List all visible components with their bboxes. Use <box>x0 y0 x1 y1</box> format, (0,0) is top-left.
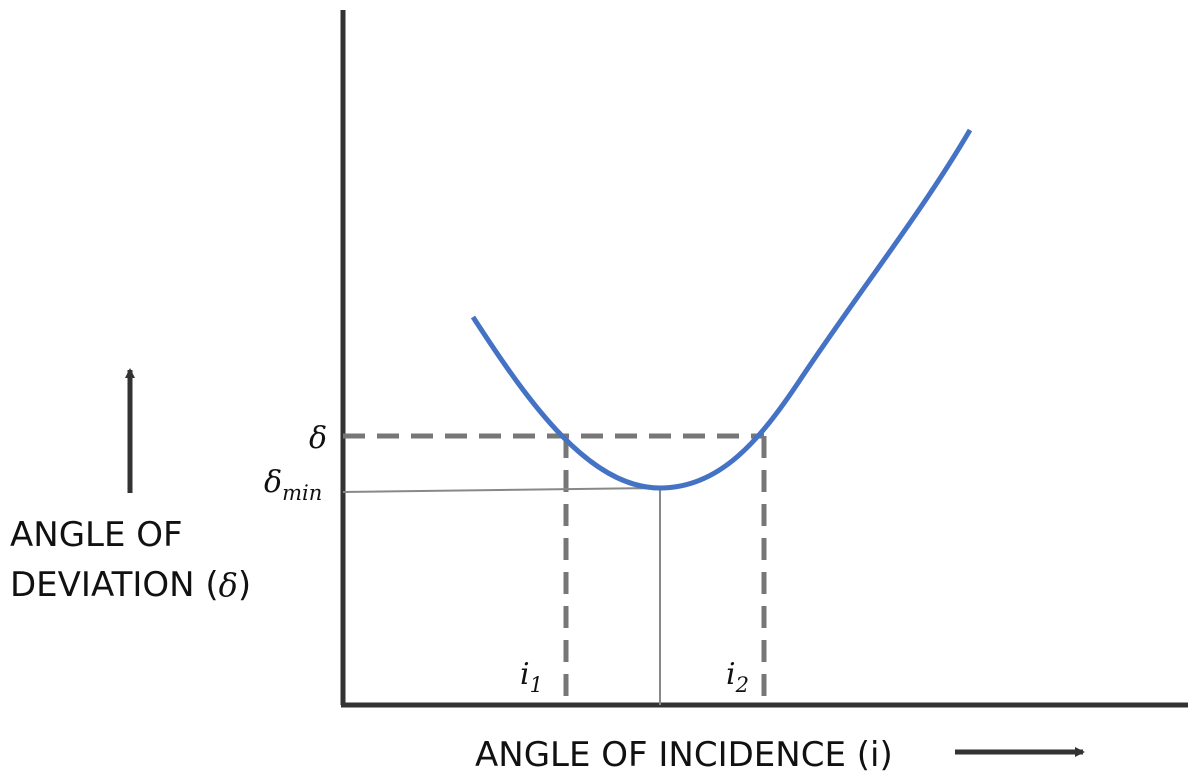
i1-label: i1 <box>520 657 543 697</box>
delta-label: δ <box>309 421 327 456</box>
i2-base: i <box>726 657 736 692</box>
delta-min-line <box>342 487 661 493</box>
y-axis-label-symbol: δ <box>219 566 238 604</box>
i2-label: i2 <box>726 657 749 697</box>
y-axis-label-close: ) <box>238 565 251 605</box>
deviation-curve <box>470 128 973 491</box>
delta-min-sub: min <box>282 481 322 505</box>
y-axis-label-line1: ANGLE OF <box>10 515 183 555</box>
delta-min-base: δ <box>264 465 282 500</box>
i2-sub: 2 <box>735 673 749 697</box>
i1-sub: 1 <box>530 673 543 697</box>
x-axis-label: ANGLE OF INCIDENCE (i) <box>475 735 893 775</box>
y-axis-label-line2: DEVIATION (δ) <box>10 565 251 605</box>
y-axis-label-text: DEVIATION ( <box>10 565 219 605</box>
delta-min-label: δmin <box>264 465 322 505</box>
i1-base: i <box>520 657 530 692</box>
